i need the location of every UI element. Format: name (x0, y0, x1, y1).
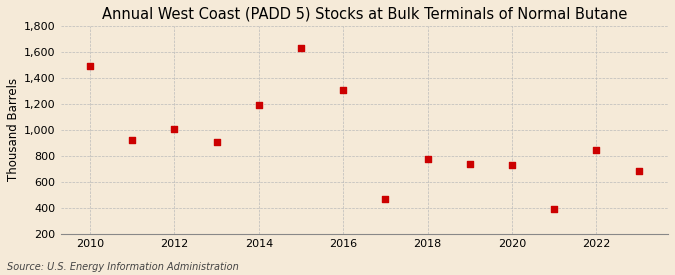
Point (549, 207, 560, 211)
Point (380, 197, 391, 201)
Point (506, 163, 517, 167)
Point (254, 103, 265, 108)
Point (464, 161, 475, 166)
Point (422, 156, 433, 161)
Title: Annual West Coast (PADD 5) Stocks at Bulk Terminals of Normal Butane: Annual West Coast (PADD 5) Stocks at Bul… (102, 7, 627, 22)
Point (633, 169, 644, 173)
Point (296, 46, 306, 50)
Point (211, 139, 222, 144)
Point (591, 148, 601, 152)
Text: Source: U.S. Energy Information Administration: Source: U.S. Energy Information Administ… (7, 262, 238, 272)
Point (127, 138, 138, 142)
Point (338, 87, 348, 92)
Y-axis label: Thousand Barrels: Thousand Barrels (7, 78, 20, 182)
Point (169, 126, 180, 131)
Point (85, 64, 96, 68)
